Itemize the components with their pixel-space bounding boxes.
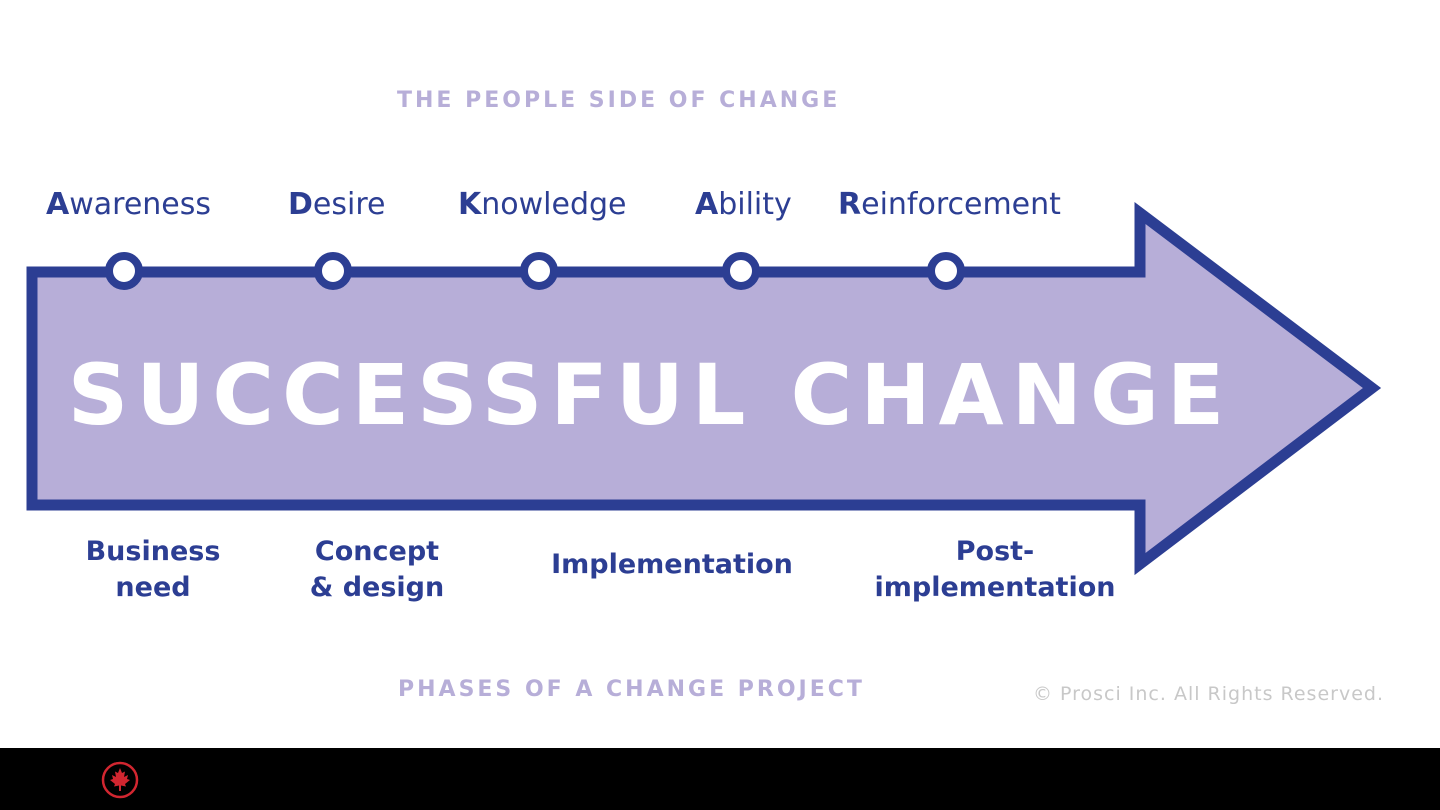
arrow-body — [26, 201, 1382, 576]
phases-title: PHASES OF A CHANGE PROJECT — [398, 677, 865, 702]
slide: THE PEOPLE SIDE OF CHANGE SUCCESSFUL CHA… — [26, 88, 1384, 705]
adkar-rest: nowledge — [481, 187, 627, 222]
adkar-initial: D — [288, 187, 313, 222]
change-arrow — [26, 201, 1382, 576]
adkar-rest: bility — [718, 187, 792, 222]
milestone-desire-marker — [314, 252, 352, 290]
adkar-reinforcement: Reinforcement — [838, 187, 1061, 222]
adkar-desire: Desire — [288, 187, 385, 222]
adkar-initial: K — [458, 187, 482, 222]
milestone-ability-marker — [722, 252, 760, 290]
maple-leaf-roundel-icon — [101, 761, 139, 799]
adkar-rest: esire — [312, 187, 386, 222]
phase-business-need: Business need — [85, 536, 221, 603]
milestone-reinforcement-marker — [927, 252, 965, 290]
milestone-awareness-marker — [105, 252, 143, 290]
milestone-knowledge-marker — [520, 252, 558, 290]
adkar-rest: einforcement — [861, 187, 1061, 222]
footer-bar — [0, 748, 1440, 810]
adkar-rest: wareness — [69, 187, 212, 222]
adkar-ability: Ability — [695, 187, 792, 222]
phase-concept-design: Concept & design — [309, 536, 445, 603]
copyright-notice: © Prosci Inc. All Rights Reserved. — [1032, 683, 1384, 705]
phase-implementation: Implementation — [551, 549, 793, 580]
adkar-knowledge: Knowledge — [458, 187, 627, 222]
adkar-initial: R — [838, 187, 862, 222]
phase-post-implementation: Post- implementation — [874, 536, 1116, 603]
adkar-awareness: Awareness — [46, 187, 211, 222]
successful-change-title: SUCCESSFUL CHANGE — [67, 346, 1233, 444]
people-side-title: THE PEOPLE SIDE OF CHANGE — [397, 88, 841, 113]
adkar-initial: A — [46, 187, 70, 222]
adkar-initial: A — [695, 187, 719, 222]
